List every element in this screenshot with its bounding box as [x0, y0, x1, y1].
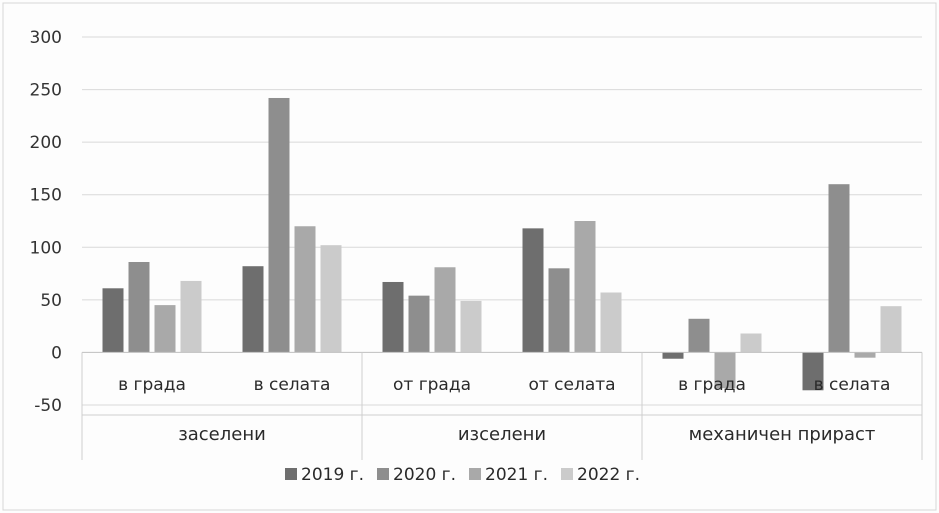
y-tick-label: 0: [51, 343, 62, 363]
bar: [802, 352, 824, 391]
legend-swatch: [285, 468, 297, 480]
category-label: от селата: [528, 375, 615, 395]
group-label: заселени: [178, 424, 266, 445]
category-label: в града: [118, 375, 186, 395]
bar: [854, 352, 876, 358]
bar: [320, 245, 342, 353]
bar: [294, 226, 316, 353]
category-label: от града: [393, 375, 471, 395]
y-tick-label: -50: [34, 396, 62, 416]
category-label: в селата: [254, 375, 331, 395]
bar: [600, 292, 622, 353]
bar: [154, 305, 176, 353]
legend-label: 2020 г.: [393, 465, 456, 485]
y-tick-label: 50: [40, 291, 62, 311]
bar: [382, 281, 404, 353]
y-tick-label: 100: [30, 238, 62, 258]
legend-label: 2022 г.: [577, 465, 640, 485]
category-label: в селата: [814, 375, 891, 395]
legend-swatch: [469, 468, 481, 480]
bar: [128, 262, 150, 353]
group-label: механичен прираст: [689, 424, 876, 445]
legend-label: 2019 г.: [301, 465, 364, 485]
bar: [548, 268, 570, 353]
bar: [662, 352, 684, 359]
legend-swatch: [377, 468, 389, 480]
bar: [522, 228, 544, 353]
legend-swatch: [561, 468, 573, 480]
bar: [242, 266, 264, 353]
bar: [434, 267, 456, 353]
bar: [828, 184, 850, 353]
bar: [268, 97, 290, 353]
bar: [460, 300, 482, 353]
bar: [714, 352, 736, 389]
bar: [574, 221, 596, 353]
y-tick-label: 250: [30, 81, 62, 101]
bar: [180, 280, 202, 353]
bar: [880, 306, 902, 353]
bar: [408, 295, 430, 353]
bar: [102, 288, 124, 353]
y-tick-label: 150: [30, 186, 62, 206]
y-tick-label: 200: [30, 133, 62, 153]
bar: [688, 318, 710, 353]
group-label: изселени: [458, 424, 546, 445]
legend-label: 2021 г.: [485, 465, 548, 485]
category-label: в града: [678, 375, 746, 395]
bar: [740, 333, 762, 353]
y-tick-label: 300: [30, 28, 62, 48]
